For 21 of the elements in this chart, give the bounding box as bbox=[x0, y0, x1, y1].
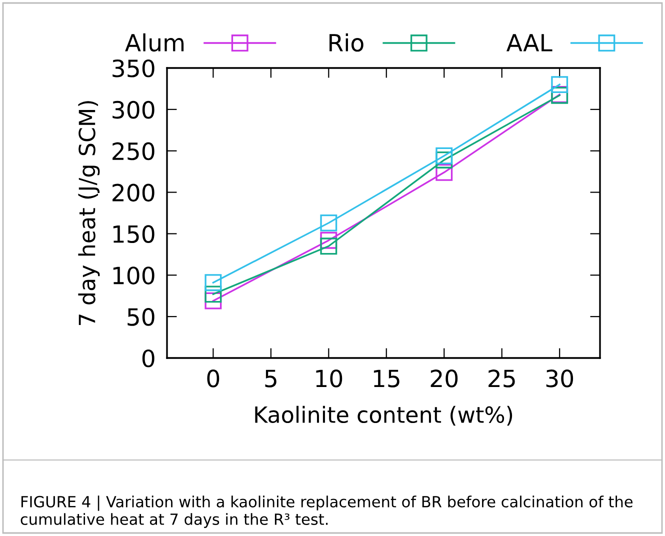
y-tick-label: 200 bbox=[112, 184, 154, 202]
x-axis-title: Kaolinite content (wt%) bbox=[255, 406, 512, 426]
legend-label: Alum bbox=[125, 33, 184, 52]
x-tick-label: 0 bbox=[207, 370, 220, 388]
x-tick-label: 5 bbox=[265, 370, 276, 388]
y-tick-label: 100 bbox=[113, 266, 154, 284]
x-tick-label: 20 bbox=[430, 370, 458, 388]
x-tick-label: 25 bbox=[488, 370, 515, 388]
y-tick-label: 150 bbox=[113, 225, 154, 244]
y-tick-label: 250 bbox=[112, 142, 154, 160]
x-tick-label: 10 bbox=[316, 370, 342, 388]
y-axis-title: 7 day heat (J/g SCM) bbox=[78, 101, 100, 325]
y-tick-label: 0 bbox=[142, 349, 154, 368]
y-tick-label: 300 bbox=[112, 100, 154, 119]
x-tick-label: 15 bbox=[374, 370, 400, 388]
legend-label: Rio bbox=[330, 33, 364, 52]
y-tick-label: 350 bbox=[112, 59, 154, 78]
y-tick-label: 50 bbox=[128, 308, 154, 326]
caption: FIGURE 4 | Variation with a kaolinite replacement of BR before calcination of the cumulative heat at 7 days in the R³ test. bbox=[20, 496, 633, 528]
legend-label: AAL bbox=[506, 34, 552, 52]
x-tick-label: 30 bbox=[546, 370, 574, 388]
